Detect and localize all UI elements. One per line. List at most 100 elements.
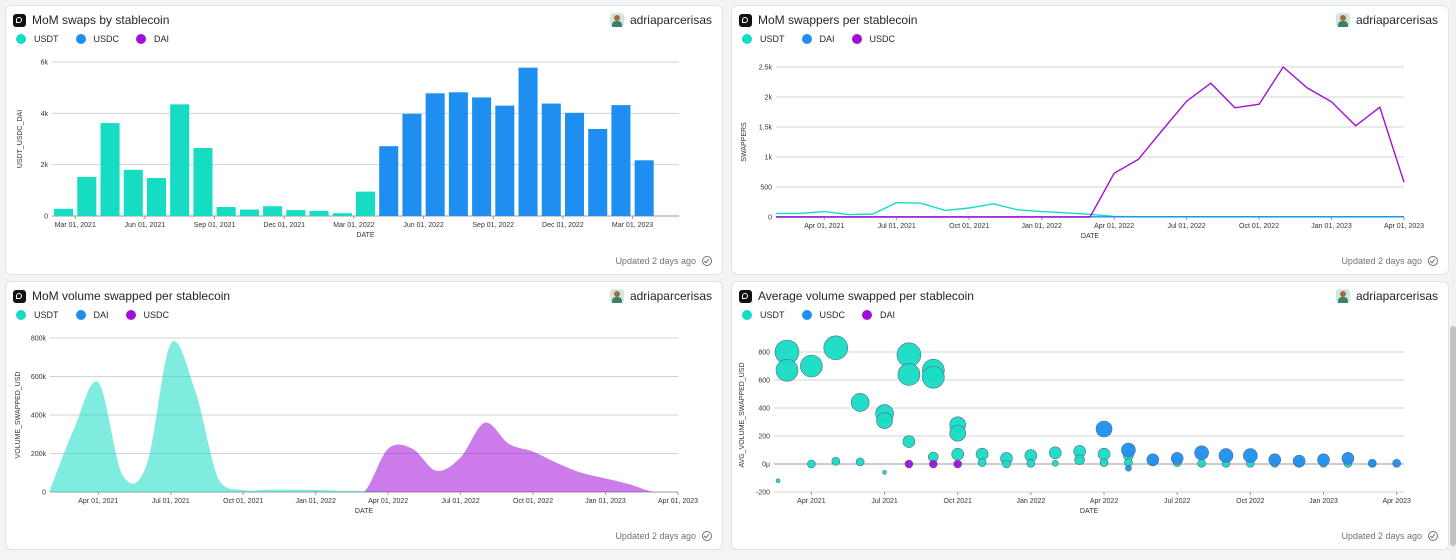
legend-label: USDT	[760, 34, 785, 44]
y-tick-label: 800k	[31, 336, 47, 343]
y-tick-label: 800	[758, 350, 770, 357]
panel-title-row: Average volume swapped per stablecoin	[739, 289, 974, 303]
legend-dot	[75, 34, 86, 44]
bubble-usdt	[897, 363, 921, 386]
bar	[170, 104, 190, 216]
scatter-chart[interactable]: -200 0μ 200 400 600 800 Apr 2021 Jul 2021 Oct 20…	[732, 328, 1448, 528]
avatar	[1335, 13, 1350, 27]
x-tick-label: Jul 2021	[871, 498, 898, 505]
legend-label: USDC	[819, 310, 846, 320]
bubble-usdt	[1048, 446, 1062, 460]
legend-dot	[16, 310, 26, 320]
avatar	[609, 289, 624, 303]
author[interactable]: adriaparcerisas	[609, 289, 712, 303]
legend-item-dai[interactable]: DAI	[862, 310, 895, 320]
x-tick-label: Apr 01, 2021	[78, 498, 118, 505]
legend-item-dai[interactable]: DAI	[136, 34, 169, 44]
x-tick-label: Jul 01, 2021	[878, 223, 916, 230]
bar	[146, 178, 167, 216]
bar	[77, 176, 97, 216]
bubble-usdc	[1095, 420, 1113, 438]
legend-label: USDC	[143, 310, 170, 320]
x-tick-label: Jun 01, 2021	[125, 222, 166, 229]
y-tick-label: 200k	[31, 451, 47, 458]
author-name: adriaparcerisas	[1355, 289, 1438, 303]
bar	[379, 146, 399, 216]
x-tick-label: Dec 01, 2021	[263, 222, 305, 229]
legend-label: USDT	[760, 310, 785, 320]
legend-item-usdt[interactable]: USDT	[742, 310, 785, 320]
bar	[611, 105, 631, 216]
legend-item-usdt[interactable]: USDT	[16, 34, 59, 44]
series-area-usdc	[50, 422, 678, 492]
panel-volume-swapped: MoM volume swapped per stablecoin adriap…	[5, 281, 723, 550]
legend-dot	[851, 34, 862, 44]
legend-item-usdc[interactable]: USDC	[801, 310, 846, 320]
bubble-usdt	[876, 412, 893, 429]
bubble-usdt	[977, 458, 987, 467]
check-circle-icon	[1428, 256, 1438, 266]
legend-item-dai[interactable]: DAI	[75, 310, 109, 320]
panel-title[interactable]: MoM swaps by stablecoin	[32, 13, 170, 27]
author[interactable]: adriaparcerisas	[1335, 13, 1438, 27]
legend-item-usdc[interactable]: USDC	[125, 310, 170, 320]
panel-title[interactable]: Average volume swapped per stablecoin	[758, 289, 974, 303]
x-tick-label: Oct 01, 2021	[949, 223, 989, 230]
legend-dot	[125, 310, 136, 320]
series-line-usdc	[776, 65, 1405, 218]
y-tick-label: 400k	[31, 413, 47, 420]
legend-item-dai[interactable]: DAI	[801, 34, 835, 44]
x-axis-label: DATE	[356, 232, 374, 239]
bubble-usdt	[831, 456, 841, 466]
bar	[564, 112, 585, 216]
author[interactable]: adriaparcerisas	[1335, 289, 1438, 303]
line-chart[interactable]: 0 500 1k 1.5k 2k 2.5k Apr 01, 2021 Jul 01, 2021…	[732, 52, 1448, 252]
bubble-usdt	[902, 435, 916, 448]
bubble-usdc	[1146, 453, 1160, 467]
x-tick-label: Jul 01, 2022	[442, 498, 480, 505]
legend-item-usdc[interactable]: USDC	[851, 34, 896, 44]
x-tick-label: Jan 01, 2023	[585, 498, 626, 505]
bubble-usdt	[1002, 459, 1011, 469]
y-tick-label: 0	[44, 214, 48, 221]
panel-title[interactable]: MoM swappers per stablecoin	[758, 13, 918, 27]
bar	[402, 113, 422, 216]
y-tick-label: 6k	[41, 60, 49, 67]
bubble-usdt	[807, 459, 816, 469]
x-tick-label: Apr 01, 2021	[804, 223, 844, 230]
bar	[286, 210, 306, 216]
author[interactable]: adriaparcerisas	[609, 13, 712, 27]
legend-item-usdt[interactable]: USDT	[742, 34, 785, 44]
y-tick-label: 2k	[765, 95, 773, 102]
legend-label: USDC	[869, 34, 896, 44]
scrollbar-thumb[interactable]	[1450, 326, 1456, 546]
avatar	[1335, 289, 1350, 303]
bubble-usdc	[1392, 459, 1401, 468]
panel-title[interactable]: MoM volume swapped per stablecoin	[32, 289, 231, 303]
area-chart[interactable]: 0 200k 400k 600k 800k Apr 01, 2021 Jul 01, 202…	[6, 328, 722, 528]
bar	[472, 97, 492, 216]
bar	[332, 213, 352, 216]
y-tick-label: 200	[758, 434, 770, 441]
bar-chart[interactable]: 0 2k 4k 6k Mar 01, 2021 Jun 01, 2021 Sep 01, 2…	[6, 52, 722, 252]
bar	[588, 128, 608, 216]
legend-dot	[801, 310, 812, 320]
bar	[495, 105, 515, 216]
check-circle-icon	[1428, 531, 1438, 541]
updated-status: Updated 2 days ago	[615, 256, 712, 266]
x-tick-label: Apr 01, 2022	[368, 498, 408, 505]
legend-item-usdt[interactable]: USDT	[16, 310, 59, 320]
legend-item-usdc[interactable]: USDC	[75, 34, 120, 44]
y-axis-label: AVG_VOLUME_SWAPPED_USD	[739, 362, 746, 467]
bubble-dai	[904, 459, 914, 469]
y-tick-label: -200	[756, 490, 770, 497]
scrollbar[interactable]	[1450, 0, 1456, 560]
bubble-usdc	[1268, 453, 1282, 467]
x-tick-label: Sep 01, 2022	[472, 222, 514, 229]
x-tick-label: Jan 01, 2022	[295, 498, 336, 505]
y-tick-label: 0μ	[762, 462, 770, 469]
x-tick-label: Jul 01, 2021	[152, 498, 190, 505]
legend-label: USDC	[93, 34, 120, 44]
y-tick-label: 0	[42, 490, 46, 497]
bubble-usdc	[1341, 452, 1355, 465]
